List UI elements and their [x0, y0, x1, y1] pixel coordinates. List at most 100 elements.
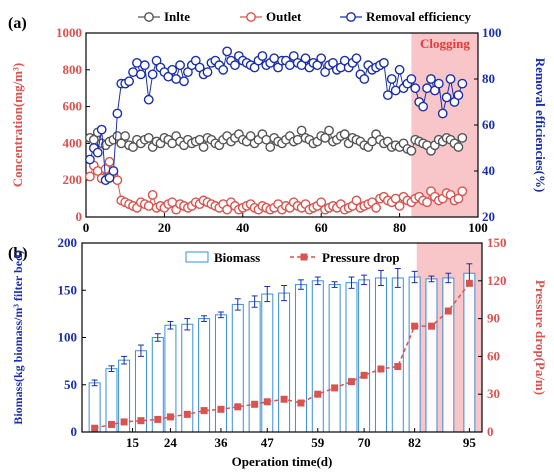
y-right-tick-label: 0	[487, 424, 494, 439]
legend-label: Outlet	[266, 9, 302, 24]
x-tick-label: 20	[158, 220, 171, 235]
y-left-tick-label: 100	[58, 330, 78, 345]
data-point	[406, 145, 417, 156]
pressure-marker	[200, 407, 208, 415]
data-point	[222, 46, 233, 57]
data-point	[143, 201, 154, 211]
biomass-bar	[328, 284, 341, 433]
data-point	[124, 76, 135, 87]
pressure-marker	[427, 322, 435, 330]
legend-marker	[246, 12, 256, 22]
biomass-bar	[231, 303, 244, 433]
y-left-tick-label: 0	[71, 424, 78, 439]
y-right-tick-label: 20	[482, 209, 495, 224]
y-right-tick-label: 100	[482, 25, 502, 40]
data-point	[143, 132, 154, 143]
data-point	[143, 94, 154, 105]
x-tick-label: 47	[261, 435, 275, 450]
y-right-axis-title: Removal efficiencies(%)	[533, 58, 548, 193]
data-point	[441, 92, 452, 103]
y-left-tick-label: 1000	[56, 25, 82, 40]
x-tick-label: 59	[311, 435, 325, 450]
panel-label-b: (b)	[8, 245, 28, 262]
panel-b: (b) 0 50 100 150 200 0 30 60 90 120 150 15 24 36 47 59 70…	[8, 235, 548, 469]
biomass-bar	[88, 382, 101, 433]
x-tick-label: 60	[315, 220, 328, 235]
data-point	[92, 147, 103, 158]
pressure-marker	[234, 403, 242, 411]
biomass-bar	[261, 293, 274, 433]
legend-marker	[144, 12, 154, 22]
data-point	[453, 193, 464, 204]
y-left-tick-label: 0	[76, 209, 83, 224]
biomass-bar	[294, 284, 307, 433]
y-right-tick-label: 80	[482, 71, 495, 86]
data-point	[394, 201, 405, 211]
data-point	[457, 78, 468, 89]
pressure-marker	[107, 420, 115, 428]
y-left-tick-label: 200	[63, 172, 83, 187]
legend-marker	[300, 253, 308, 261]
panel-label-a: (a)	[8, 15, 27, 32]
data-point	[139, 60, 150, 71]
data-point	[147, 69, 158, 80]
biomass-bar	[214, 314, 227, 433]
data-point	[433, 78, 444, 89]
data-point	[390, 85, 401, 96]
data-point	[406, 74, 417, 84]
data-point	[316, 197, 327, 208]
x-tick-label: 70	[358, 435, 371, 450]
pressure-marker	[394, 362, 402, 370]
y-right-tick-label: 120	[487, 273, 507, 288]
biomass-bar	[278, 292, 291, 433]
data-point	[386, 74, 397, 84]
data-point	[422, 197, 432, 208]
data-point	[437, 108, 448, 119]
data-point	[410, 83, 421, 94]
data-point	[198, 142, 209, 152]
data-point	[457, 132, 468, 143]
y-right-tick-label: 40	[482, 163, 495, 178]
data-point	[222, 204, 233, 215]
data-point	[179, 76, 189, 87]
data-point	[135, 69, 146, 80]
x-tick-label: 80	[393, 220, 406, 235]
data-point	[379, 58, 389, 68]
x-tick-label: 36	[214, 435, 228, 450]
data-point	[453, 90, 464, 101]
data-point	[422, 83, 432, 94]
y-left-tick-label: 400	[63, 135, 83, 150]
data-point	[371, 202, 381, 213]
data-point	[316, 53, 327, 64]
data-point	[265, 142, 276, 152]
biomass-bar	[198, 318, 211, 433]
biomass-bar	[463, 272, 476, 433]
data-point	[112, 175, 123, 186]
data-point	[147, 190, 158, 200]
data-point	[324, 125, 334, 136]
biomass-bar	[345, 282, 358, 433]
legend-label: Pressure drop	[322, 250, 400, 265]
data-point	[339, 129, 350, 140]
biomass-bar	[442, 277, 455, 433]
pressure-marker	[137, 417, 145, 425]
data-point	[292, 134, 303, 145]
pressure-marker	[183, 410, 191, 418]
data-point	[128, 67, 138, 78]
biomass-bar	[391, 277, 404, 433]
pressure-marker	[331, 384, 339, 392]
pressure-marker	[120, 418, 128, 426]
pressure-marker	[154, 415, 162, 423]
data-point	[128, 142, 138, 152]
y-right-axis-title: Pressure drop(Pa/m)	[533, 280, 548, 395]
data-point	[230, 60, 240, 71]
y-left-axis-title: Biomass(kg biomass/m³ filter bed)	[11, 250, 25, 424]
pressure-marker	[314, 390, 322, 398]
data-point	[85, 154, 95, 165]
pressure-marker	[297, 399, 305, 407]
data-point	[359, 74, 370, 84]
data-point	[108, 166, 119, 176]
pressure-marker	[377, 365, 385, 373]
data-point	[320, 132, 331, 143]
